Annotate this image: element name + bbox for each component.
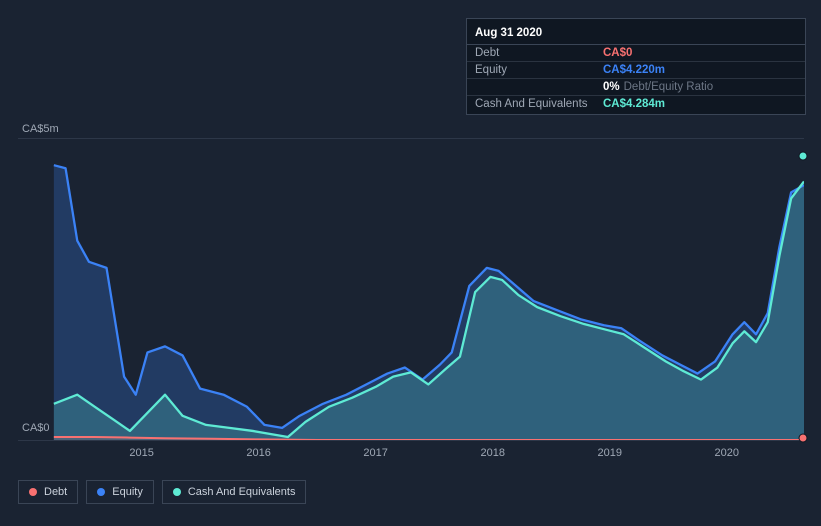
tooltip-row-ratio: 0% Debt/Equity Ratio [467,79,805,96]
x-axis-tick: 2016 [246,447,270,459]
tooltip-row-debt: Debt CA$0 [467,45,805,62]
legend-item-equity[interactable]: Equity [86,480,154,504]
y-axis-label-min: CA$0 [22,422,50,434]
legend-label: Debt [44,486,67,498]
x-axis-labels: 2015 2016 2017 2018 2019 2020 [48,447,804,463]
y-axis-label-max: CA$5m [22,123,59,135]
chart-svg [48,138,804,440]
x-axis-tick: 2015 [129,447,153,459]
tooltip-label [475,81,603,93]
series-end-marker [799,152,808,161]
tooltip-date: Aug 31 2020 [467,25,805,45]
series-end-marker [799,434,808,443]
tooltip-label: Debt [475,47,603,59]
chart-container: CA$5m CA$0 2015 2016 2017 2018 2019 2020 Aug … [0,0,821,526]
legend-dot [97,488,105,496]
x-axis-tick: 2019 [597,447,621,459]
x-axis-tick: 2017 [363,447,387,459]
tooltip-value: CA$4.220m [603,64,665,76]
legend-item-cash[interactable]: Cash And Equivalents [162,480,307,504]
tooltip-label: Cash And Equivalents [475,98,603,110]
tooltip-row-cash: Cash And Equivalents CA$4.284m [467,96,805,112]
tooltip-value: CA$4.284m [603,98,665,110]
legend-label: Equity [112,486,143,498]
legend-dot [29,488,37,496]
chart-tooltip: Aug 31 2020 Debt CA$0 Equity CA$4.220m 0… [466,18,806,115]
tooltip-ratio-label: Debt/Equity Ratio [624,81,714,93]
legend-item-debt[interactable]: Debt [18,480,78,504]
tooltip-label: Equity [475,64,603,76]
legend-label: Cash And Equivalents [188,486,296,498]
legend: Debt Equity Cash And Equivalents [18,480,306,504]
tooltip-row-equity: Equity CA$4.220m [467,62,805,79]
tooltip-value: 0% Debt/Equity Ratio [603,81,713,93]
legend-dot [173,488,181,496]
x-axis-tick: 2020 [715,447,739,459]
tooltip-ratio-pct: 0% [603,81,620,93]
tooltip-value: CA$0 [603,47,632,59]
gridline-bottom [18,440,804,441]
x-axis-tick: 2018 [480,447,504,459]
